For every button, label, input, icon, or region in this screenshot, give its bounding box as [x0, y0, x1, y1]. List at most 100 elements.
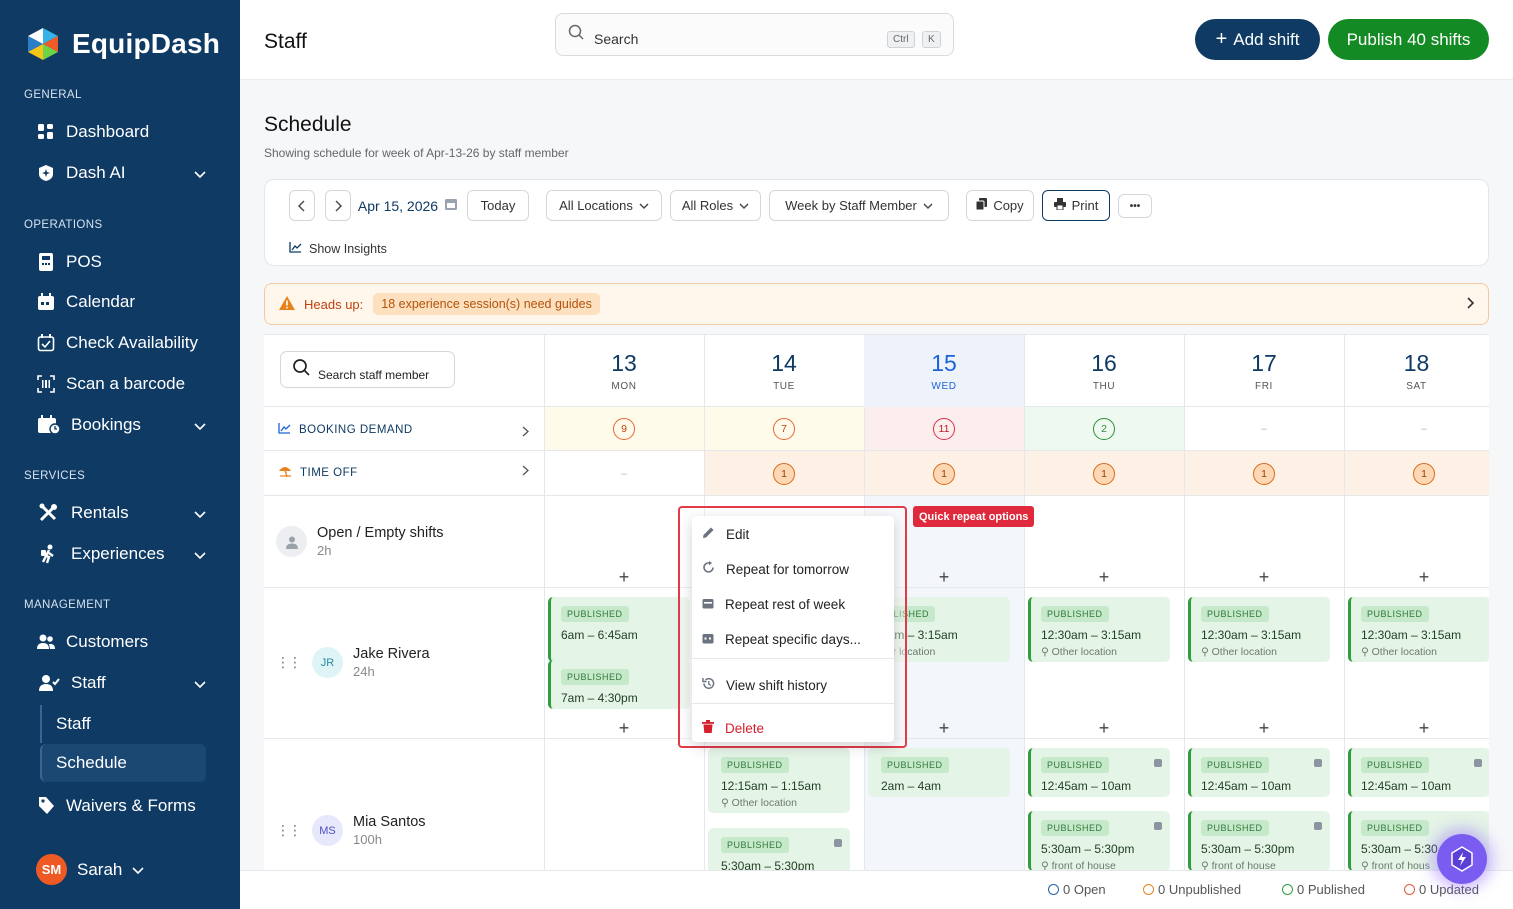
- add-open-shift-fri[interactable]: +: [1258, 567, 1270, 587]
- copy-label: Copy: [993, 198, 1024, 213]
- chevron-down-icon[interactable]: [194, 674, 206, 694]
- sidebar-item-waivers[interactable]: Waivers & Forms: [36, 790, 216, 822]
- demand-cell-tue[interactable]: 7: [704, 407, 864, 451]
- add-open-shift-sat[interactable]: +: [1418, 567, 1430, 587]
- sidebar-item-rentals[interactable]: Rentals: [36, 497, 216, 529]
- sidebar-item-scan-barcode[interactable]: Scan a barcode: [36, 368, 216, 400]
- staff-row-mia[interactable]: ⋮⋮ MS Mia Santos 100h: [276, 814, 426, 847]
- date-picker[interactable]: Apr 15, 2026: [357, 190, 459, 221]
- publish-shifts-button[interactable]: Publish 40 shifts: [1328, 19, 1489, 60]
- menu-item-repeat-tomorrow[interactable]: Repeat for tomorrow: [702, 561, 849, 577]
- shift-card[interactable]: PUBLISHED 7am – 4:30pm: [548, 660, 690, 709]
- sidebar-item-calendar[interactable]: Calendar: [36, 286, 216, 318]
- shift-card[interactable]: PUBLISHED 12:45am – 10am: [1028, 748, 1170, 797]
- drag-handle-icon[interactable]: ⋮⋮: [276, 822, 302, 838]
- staff-row-jake[interactable]: ⋮⋮ JR Jake Rivera 24h: [276, 646, 430, 679]
- timeoff-cell-fri[interactable]: 1: [1184, 451, 1344, 496]
- shift-card[interactable]: PUBLISHED 12:45am – 10am: [1348, 748, 1489, 797]
- ai-assistant-button[interactable]: [1437, 834, 1487, 884]
- status-badge: PUBLISHED: [561, 606, 629, 622]
- add-shift-jake-wed[interactable]: +: [938, 718, 950, 738]
- footer-open-text: 0 Open: [1063, 882, 1106, 897]
- shift-card[interactable]: PUBLISHED 12:30am – 3:15am ⚲ Other locatio…: [1028, 597, 1170, 662]
- day-header-thu[interactable]: 16 THU: [1024, 335, 1184, 407]
- sidebar-item-dash-ai[interactable]: Dash AI: [36, 157, 216, 189]
- shift-card[interactable]: PUBLISHED 12:45am – 10am: [1188, 748, 1330, 797]
- show-insights-toggle[interactable]: Show Insights: [289, 242, 387, 256]
- chevron-right-icon[interactable]: [522, 463, 529, 481]
- timeoff-cell-tue[interactable]: 1: [704, 451, 864, 496]
- shift-card[interactable]: PUBLISHED 5:30am – 5:30pm ⚲ front of house: [1028, 811, 1170, 870]
- shift-card[interactable]: PUBLISHED 12:15am – 1:15am ⚲ Other locatio…: [708, 748, 850, 813]
- chevron-down-icon[interactable]: [194, 545, 206, 565]
- timeoff-cell-thu[interactable]: 1: [1024, 451, 1184, 496]
- demand-cell-wed[interactable]: 11: [864, 407, 1024, 451]
- shift-card[interactable]: PUBLISHED 5:30am – 5:30pm: [708, 828, 850, 870]
- demand-cell-thu[interactable]: 2: [1024, 407, 1184, 451]
- shift-card[interactable]: PUBLISHED 6am – 6:45am: [548, 597, 690, 662]
- add-open-shift-mon[interactable]: +: [618, 567, 630, 587]
- print-button[interactable]: Print: [1042, 190, 1110, 221]
- drag-handle-icon[interactable]: ⋮⋮: [276, 654, 302, 670]
- shift-card[interactable]: PUBLISHED 12:30am – 3:15am ⚲ Other locatio…: [1188, 597, 1330, 662]
- add-shift-jake-fri[interactable]: +: [1258, 718, 1270, 738]
- day-header-sat[interactable]: 18 SAT: [1344, 335, 1489, 407]
- today-button[interactable]: Today: [467, 190, 529, 221]
- menu-item-delete[interactable]: Delete: [702, 720, 764, 736]
- add-open-shift-wed[interactable]: +: [938, 567, 950, 587]
- timeoff-cell-wed[interactable]: 1: [864, 451, 1024, 496]
- next-week-button[interactable]: [325, 190, 351, 221]
- more-options-button[interactable]: •••: [1118, 194, 1152, 218]
- locations-select[interactable]: All Locations: [546, 190, 662, 221]
- roles-select[interactable]: All Roles: [670, 190, 761, 221]
- heads-up-alert[interactable]: Heads up: 18 experience session(s) need …: [264, 283, 1489, 325]
- add-open-shift-thu[interactable]: +: [1098, 567, 1110, 587]
- chevron-right-icon[interactable]: [1466, 297, 1475, 312]
- brand-logo[interactable]: EquipDash: [24, 26, 220, 62]
- time-off-row[interactable]: TIME OFF: [278, 465, 358, 480]
- sidebar-item-bookings[interactable]: Bookings: [36, 409, 216, 441]
- chevron-right-icon[interactable]: [522, 424, 529, 442]
- shift-card[interactable]: PUBLISHED 2am – 4am: [868, 748, 1010, 797]
- avatar: MS: [312, 815, 343, 846]
- day-header-mon[interactable]: 13 MON: [544, 335, 704, 407]
- shift-card[interactable]: PUBLISHED 12:30am – 3:15am ⚲ Other locatio…: [1348, 597, 1489, 662]
- menu-item-repeat-specific[interactable]: Repeat specific days...: [702, 632, 861, 647]
- sidebar-item-check-availability[interactable]: Check Availability: [36, 327, 216, 359]
- prev-week-button[interactable]: [289, 190, 315, 221]
- day-header-tue[interactable]: 14 TUE: [704, 335, 864, 407]
- menu-item-history[interactable]: View shift history: [702, 677, 827, 693]
- sidebar-item-customers[interactable]: Customers: [36, 626, 216, 658]
- user-menu[interactable]: SM Sarah: [36, 854, 144, 885]
- chevron-down-icon[interactable]: [194, 504, 206, 524]
- status-dot-icon: [1048, 884, 1059, 895]
- staff-search-input[interactable]: Search staff member: [280, 351, 455, 388]
- chevron-down-icon[interactable]: [194, 164, 206, 184]
- day-header-wed[interactable]: 15 WED: [864, 335, 1024, 407]
- coffee-icon: [1314, 822, 1322, 830]
- sidebar-item-pos[interactable]: POS: [36, 246, 216, 278]
- demand-cell-mon[interactable]: 9: [544, 407, 704, 451]
- booking-demand-row[interactable]: BOOKING DEMAND: [278, 423, 413, 437]
- shift-card[interactable]: PUBLISHED 5:30am – 5:30pm ⚲ front of house: [1188, 811, 1330, 870]
- shift-time: 6am – 6:45am: [561, 628, 638, 642]
- view-select[interactable]: Week by Staff Member: [769, 190, 949, 221]
- sidebar-subitem-staff[interactable]: Staff: [40, 705, 206, 743]
- sidebar-item-label: POS: [66, 252, 102, 271]
- sidebar-subitem-schedule[interactable]: Schedule: [40, 744, 206, 782]
- search-input[interactable]: Search: [594, 30, 639, 47]
- sidebar-item-dashboard[interactable]: Dashboard: [36, 116, 216, 148]
- global-search[interactable]: Search Ctrl K: [555, 13, 954, 56]
- timeoff-cell-sat[interactable]: 1: [1344, 451, 1489, 496]
- sidebar-item-experiences[interactable]: Experiences: [36, 538, 216, 570]
- chevron-down-icon[interactable]: [194, 416, 206, 436]
- menu-item-edit[interactable]: Edit: [702, 526, 749, 542]
- add-shift-jake-thu[interactable]: +: [1098, 718, 1110, 738]
- sidebar-item-staff[interactable]: Staff: [36, 667, 216, 699]
- day-header-fri[interactable]: 17 FRI: [1184, 335, 1344, 407]
- add-shift-button[interactable]: + Add shift: [1195, 19, 1320, 60]
- menu-item-repeat-week[interactable]: Repeat rest of week: [702, 597, 845, 612]
- add-shift-jake-sat[interactable]: +: [1418, 718, 1430, 738]
- add-shift-jake-mon[interactable]: +: [618, 718, 630, 738]
- copy-button[interactable]: Copy: [966, 190, 1034, 221]
